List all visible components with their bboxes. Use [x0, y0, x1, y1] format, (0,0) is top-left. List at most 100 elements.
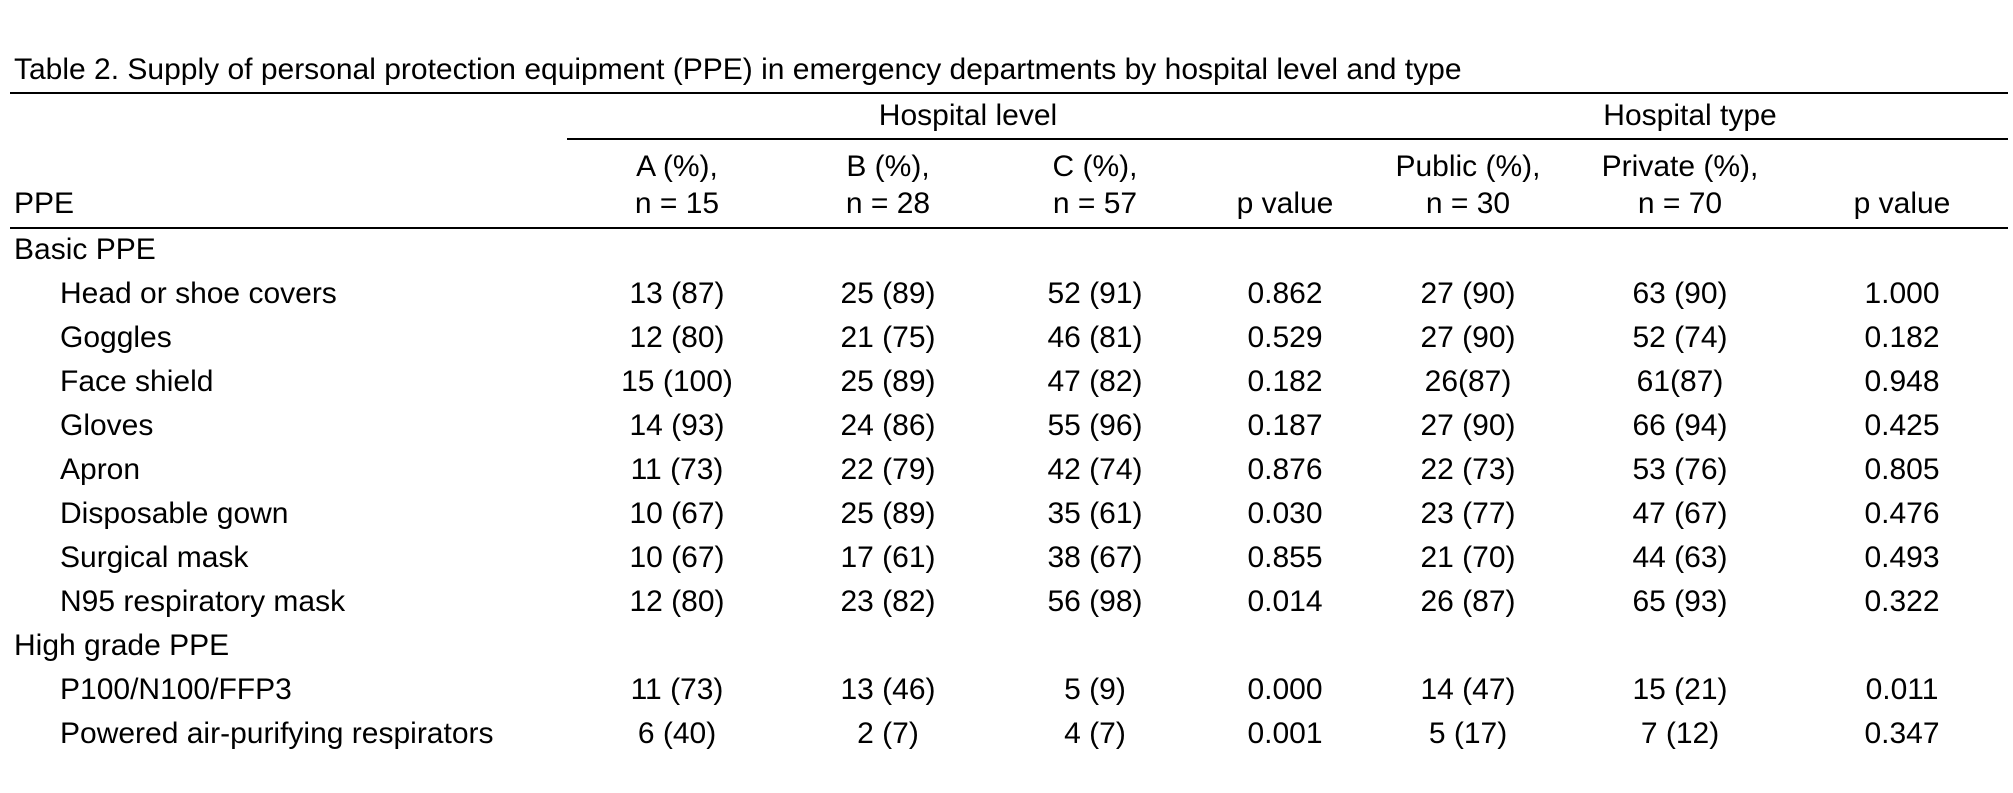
col-header-public-line1: Public (%),: [1395, 150, 1541, 183]
cell-b: 25 (89): [840, 365, 936, 398]
row-label: Powered air-purifying respirators: [60, 717, 494, 750]
cell-private: 65 (93): [1632, 585, 1728, 618]
cell-b: 22 (79): [840, 453, 936, 486]
col-header-a-line2: n = 15: [634, 187, 720, 220]
col-header-c-line2: n = 57: [1052, 187, 1138, 220]
cell-p-type: 0.476: [1864, 497, 1940, 530]
cell-c: 38 (67): [1047, 541, 1143, 574]
row-label: P100/N100/FFP3: [60, 673, 292, 706]
cell-b: 24 (86): [840, 409, 936, 442]
row-label: Head or shoe covers: [60, 277, 337, 310]
cell-p-type: 0.493: [1864, 541, 1940, 574]
cell-a: 11 (73): [630, 453, 724, 486]
cell-p-level: 0.862: [1247, 277, 1323, 310]
cell-public: 5 (17): [1428, 717, 1508, 750]
cell-p-type: 0.011: [1865, 673, 1939, 706]
cell-p-level: 0.030: [1247, 497, 1323, 530]
cell-private: 47 (67): [1632, 497, 1728, 530]
cell-public: 26 (87): [1420, 585, 1516, 618]
cell-p-level: 0.001: [1247, 717, 1323, 750]
col-header-b-line1: B (%),: [846, 150, 930, 183]
cell-private: 61(87): [1636, 365, 1724, 398]
cell-a: 15 (100): [621, 365, 733, 398]
col-header-public-line2: n = 30: [1425, 187, 1511, 220]
cell-p-level: 0.187: [1247, 409, 1323, 442]
cell-private: 53 (76): [1632, 453, 1728, 486]
cell-public: 27 (90): [1420, 409, 1516, 442]
cell-p-type: 0.322: [1864, 585, 1940, 618]
cell-private: 66 (94): [1632, 409, 1728, 442]
cell-p-type: 0.347: [1864, 717, 1940, 750]
cell-p-type: 1.000: [1864, 277, 1940, 310]
cell-p-level: 0.529: [1247, 321, 1323, 354]
cell-b: 2 (7): [857, 717, 919, 750]
cell-a: 14 (93): [629, 409, 725, 442]
group-header-hospital-level: Hospital level: [878, 99, 1058, 132]
cell-p-type: 0.425: [1864, 409, 1940, 442]
cell-p-level: 0.182: [1247, 365, 1323, 398]
row-label: Gloves: [60, 409, 154, 442]
cell-public: 23 (77): [1420, 497, 1516, 530]
cell-c: 42 (74): [1047, 453, 1143, 486]
cell-public: 22 (73): [1420, 453, 1516, 486]
cell-p-level: 0.855: [1247, 541, 1323, 574]
cell-a: 12 (80): [629, 585, 725, 618]
cell-p-level: 0.876: [1247, 453, 1323, 486]
cell-b: 17 (61): [840, 541, 936, 574]
table-title: Table 2. Supply of personal protection e…: [14, 53, 1462, 86]
cell-c: 46 (81): [1047, 321, 1143, 354]
cell-c: 47 (82): [1047, 365, 1143, 398]
cell-b: 21 (75): [840, 321, 936, 354]
col-header-c-line1: C (%),: [1052, 150, 1138, 183]
group-rule: [567, 138, 2008, 140]
section-label: High grade PPE: [14, 629, 230, 662]
cell-p-type: 0.805: [1864, 453, 1940, 486]
row-label: N95 respiratory mask: [60, 585, 346, 618]
cell-a: 6 (40): [637, 717, 717, 750]
col-header-p-value-type: p value: [1853, 187, 1951, 220]
col-header-a-line1: A (%),: [636, 150, 718, 183]
cell-c: 56 (98): [1047, 585, 1143, 618]
col-header-private-line2: n = 70: [1637, 187, 1723, 220]
cell-c: 55 (96): [1047, 409, 1143, 442]
cell-b: 25 (89): [840, 277, 936, 310]
cell-public: 21 (70): [1420, 541, 1516, 574]
cell-p-type: 0.182: [1864, 321, 1940, 354]
cell-private: 52 (74): [1632, 321, 1728, 354]
header-rule: [10, 227, 2008, 229]
row-label: Goggles: [60, 321, 172, 354]
top-rule: [10, 92, 2008, 94]
row-label: Apron: [60, 453, 141, 486]
cell-c: 52 (91): [1047, 277, 1143, 310]
cell-a: 10 (67): [629, 497, 725, 530]
col-header-p-value-level: p value: [1236, 187, 1334, 220]
cell-c: 35 (61): [1047, 497, 1143, 530]
cell-c: 5 (9): [1064, 673, 1126, 706]
row-label: Face shield: [60, 365, 214, 398]
cell-c: 4 (7): [1064, 717, 1126, 750]
col-header-b-line2: n = 28: [845, 187, 931, 220]
cell-public: 26(87): [1424, 365, 1512, 398]
cell-private: 44 (63): [1632, 541, 1728, 574]
cell-public: 27 (90): [1420, 321, 1516, 354]
cell-private: 63 (90): [1632, 277, 1728, 310]
row-label: Disposable gown: [60, 497, 289, 530]
cell-a: 13 (87): [629, 277, 725, 310]
section-label: Basic PPE: [14, 233, 156, 266]
cell-a: 12 (80): [629, 321, 725, 354]
col-header-private-line1: Private (%),: [1601, 150, 1759, 183]
cell-a: 11 (73): [630, 673, 724, 706]
group-header-hospital-type: Hospital type: [1603, 99, 1777, 132]
col-header-ppe: PPE: [14, 187, 75, 220]
cell-public: 27 (90): [1420, 277, 1516, 310]
cell-b: 13 (46): [840, 673, 936, 706]
cell-p-type: 0.948: [1864, 365, 1940, 398]
cell-p-level: 0.000: [1247, 673, 1323, 706]
cell-p-level: 0.014: [1247, 585, 1323, 618]
cell-public: 14 (47): [1420, 673, 1516, 706]
cell-private: 7 (12): [1640, 717, 1720, 750]
cell-b: 25 (89): [840, 497, 936, 530]
cell-b: 23 (82): [840, 585, 936, 618]
cell-a: 10 (67): [629, 541, 725, 574]
row-label: Surgical mask: [60, 541, 249, 574]
